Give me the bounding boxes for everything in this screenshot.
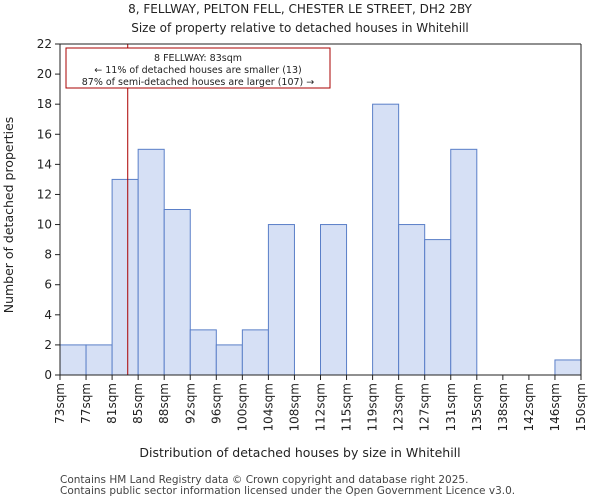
- bar: [554, 359, 582, 376]
- bar: [163, 209, 191, 376]
- x-tick-label: 96sqm: [209, 383, 223, 424]
- x-tick-label: 112sqm: [314, 383, 328, 431]
- annotation-line-3: 87% of semi-detached houses are larger (…: [82, 77, 315, 88]
- bar: [398, 224, 426, 376]
- y-tick-label: 8: [44, 248, 52, 262]
- x-tick-label: 146sqm: [548, 383, 562, 431]
- x-tick-label: 131sqm: [444, 383, 458, 431]
- y-tick-label: 22: [37, 37, 52, 51]
- y-tick-label: 0: [44, 368, 52, 382]
- y-tick-label: 16: [37, 127, 52, 141]
- x-tick-label: 123sqm: [392, 383, 406, 431]
- x-tick-label: 127sqm: [418, 383, 432, 431]
- x-tick-label: 92sqm: [183, 383, 197, 424]
- bar: [189, 329, 217, 376]
- x-tick-label: 150sqm: [574, 383, 588, 431]
- chart-subtitle: Size of property relative to detached ho…: [131, 21, 469, 35]
- bar: [137, 148, 165, 376]
- annotation-line-1: 8 FELLWAY: 83sqm: [154, 53, 242, 64]
- annotation-line-2: ← 11% of detached houses are smaller (13…: [94, 65, 301, 76]
- bar: [241, 329, 269, 376]
- chart-title: 8, FELLWAY, PELTON FELL, CHESTER LE STRE…: [128, 2, 472, 16]
- footer-line-1: Contains HM Land Registry data © Crown c…: [60, 474, 468, 486]
- bar: [111, 178, 139, 376]
- bar: [267, 224, 295, 376]
- bar: [372, 103, 400, 376]
- y-tick-label: 4: [44, 308, 52, 322]
- x-tick-label: 115sqm: [340, 383, 354, 431]
- bar: [215, 344, 243, 376]
- bars-group: [59, 103, 582, 376]
- bar: [85, 344, 113, 376]
- x-tick-label: 73sqm: [53, 383, 67, 424]
- x-tick-label: 88sqm: [157, 383, 171, 424]
- y-tick-label: 20: [37, 67, 52, 81]
- bar: [450, 148, 478, 376]
- x-tick-label: 142sqm: [522, 383, 536, 431]
- x-tick-label: 119sqm: [366, 383, 380, 431]
- x-tick-label: 81sqm: [105, 383, 119, 424]
- x-tick-label: 108sqm: [287, 383, 301, 431]
- x-tick-label: 104sqm: [261, 383, 275, 431]
- y-tick-label: 6: [44, 278, 52, 292]
- ticks-group: 0 2 4 6 8 10 12 14 16 18 20 22 73sqm 77sqm 81sqm 85sqm 8…: [37, 37, 588, 431]
- x-tick-label: 77sqm: [79, 383, 93, 424]
- bar: [320, 224, 348, 376]
- x-axis-label: Distribution of detached houses by size …: [139, 445, 460, 460]
- x-tick-label: 138sqm: [496, 383, 510, 431]
- y-tick-label: 10: [37, 218, 52, 232]
- x-tick-label: 100sqm: [235, 383, 249, 431]
- y-tick-label: 18: [37, 97, 52, 111]
- annotation-box: [65, 47, 331, 89]
- y-tick-label: 12: [37, 187, 52, 201]
- x-tick-label: 85sqm: [131, 383, 145, 424]
- x-tick-label: 135sqm: [470, 383, 484, 431]
- bar: [424, 239, 452, 376]
- bar: [59, 344, 87, 376]
- y-tick-label: 2: [44, 338, 52, 352]
- y-axis-label: Number of detached properties: [1, 117, 16, 314]
- footer-line-2: Contains public sector information licen…: [60, 485, 515, 497]
- y-tick-label: 14: [37, 157, 52, 171]
